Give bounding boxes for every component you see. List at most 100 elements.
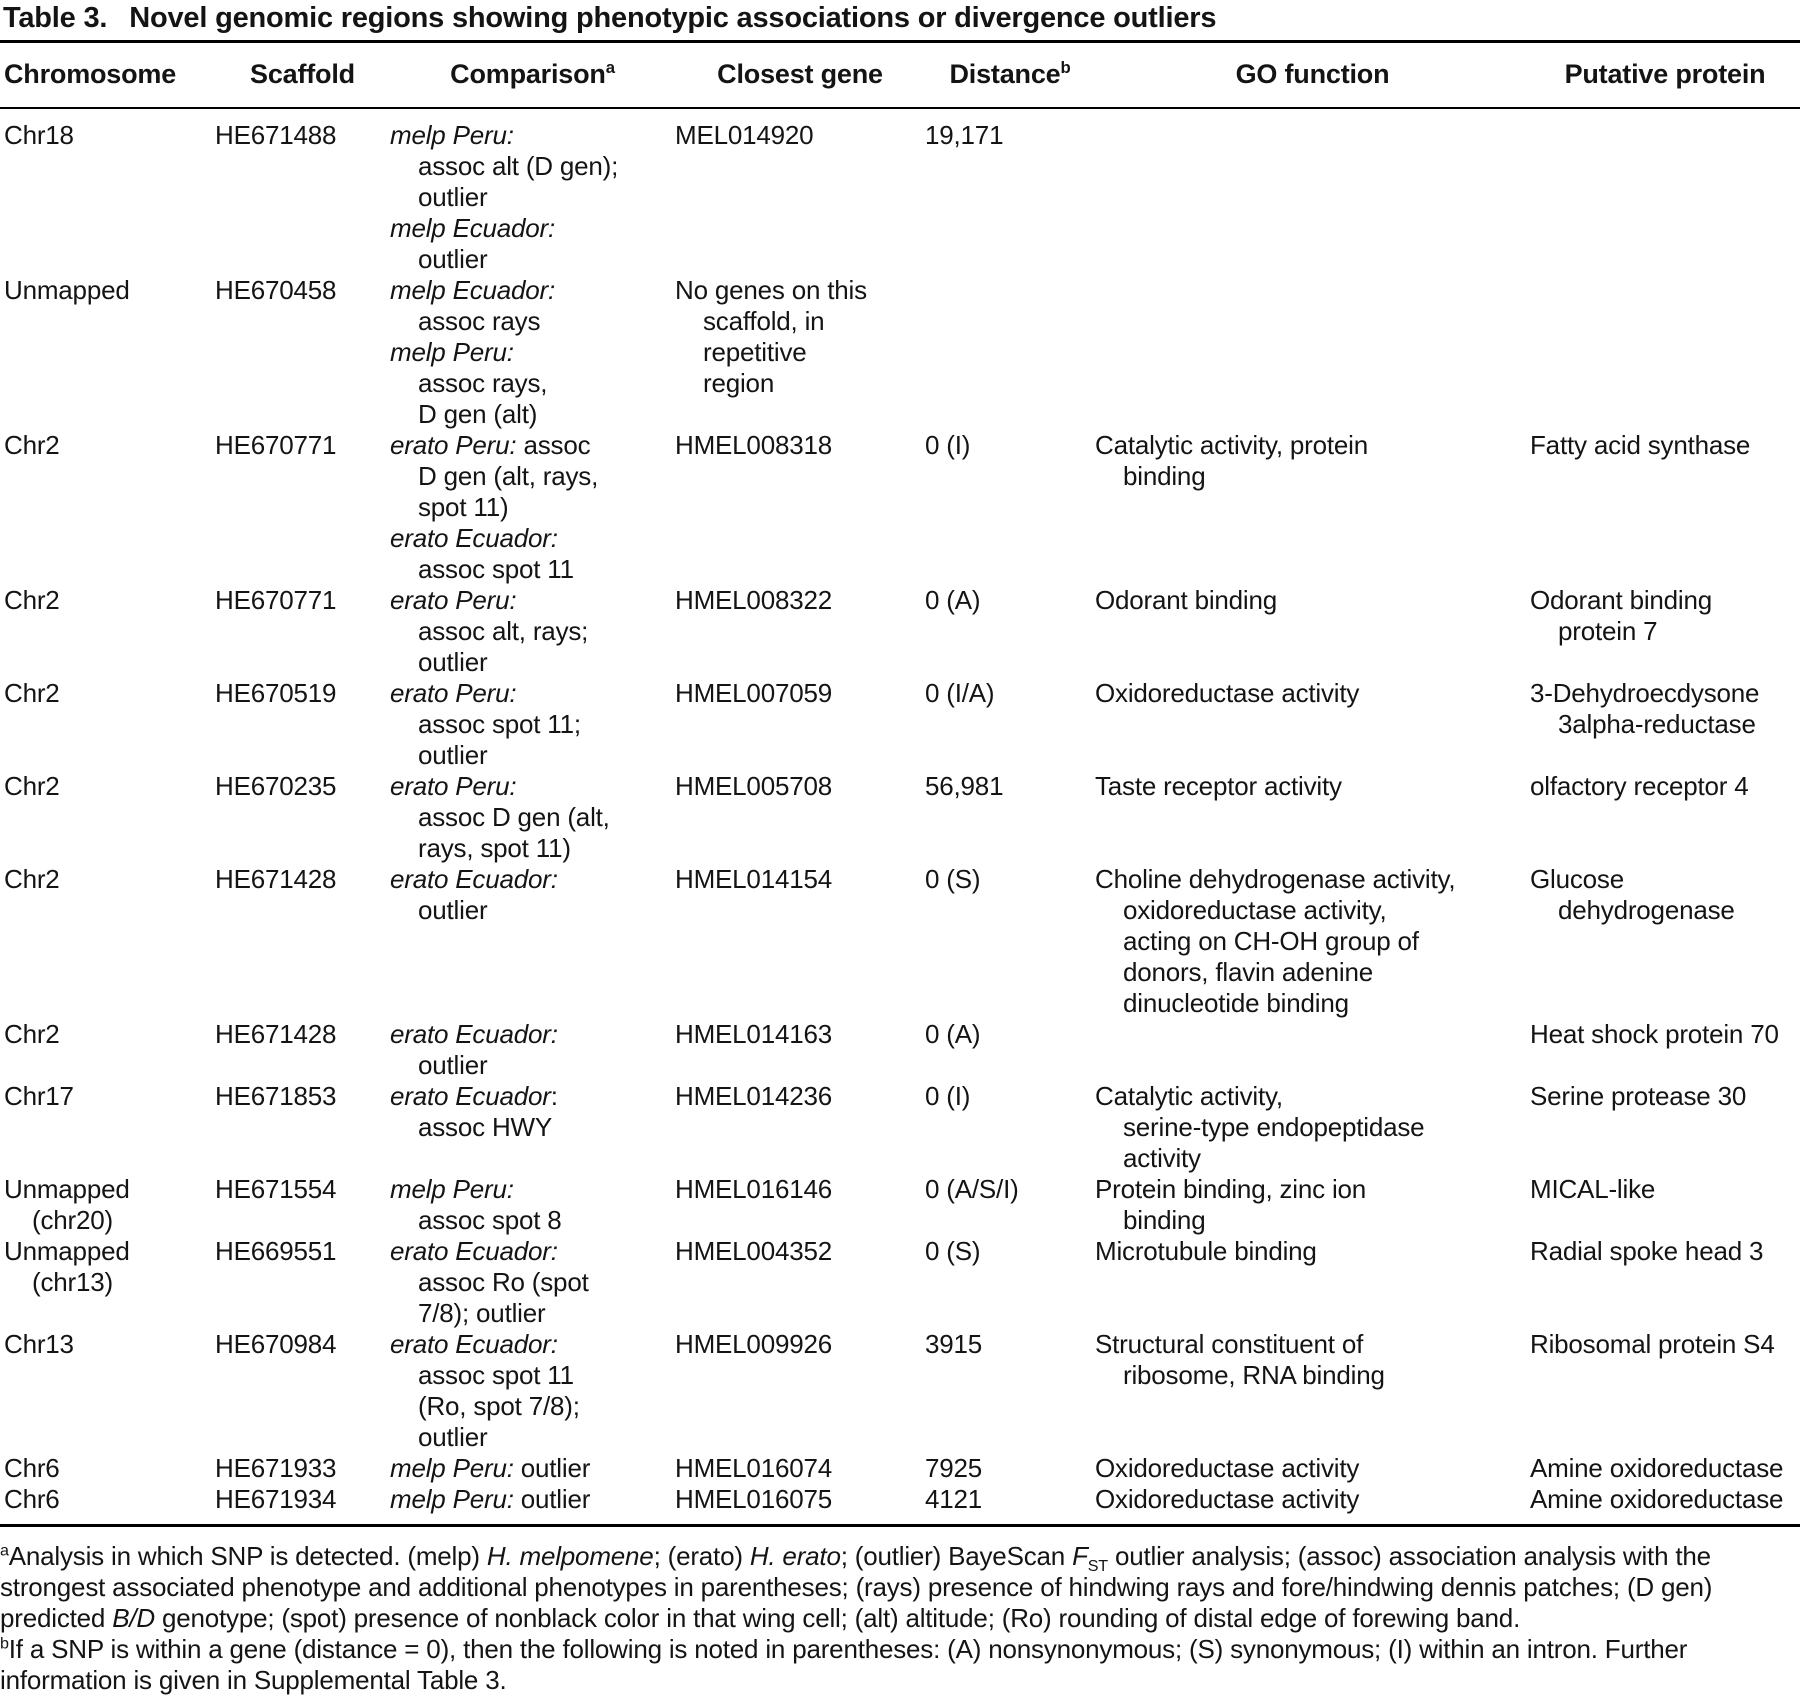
cell-closest-gene: HMEL016146 — [675, 1174, 832, 1204]
cell-closest-gene: MEL014920 — [675, 120, 814, 150]
cell-closest-gene: HMEL014236 — [675, 1081, 832, 1111]
cell-chromosome: Unmapped (chr13) — [4, 1236, 130, 1297]
cell-putative-protein: Fatty acid synthase — [1530, 430, 1751, 460]
cell-comparison: erato Ecuador: outlier — [390, 864, 558, 925]
cell-go-function: Choline dehydrogenase activity, oxidoredu… — [1095, 864, 1456, 1018]
footnote-marker-b: b — [1060, 58, 1071, 77]
cell-closest-gene: No genes on this scaffold, in repetitive re… — [675, 275, 867, 398]
cell-distance: 56,981 — [925, 771, 1004, 801]
table-header: Chromosome Scaffold Comparisona Closest … — [0, 43, 1800, 109]
column-header-distance: Distanceb — [925, 43, 1095, 109]
table-row: Chr17 HE671853 erato Ecuador: assoc HWY HMEL… — [0, 1081, 1800, 1174]
table-row: Chr2 HE671428 erato Ecuador: outlier HMEL014… — [0, 864, 1800, 1019]
cell-closest-gene: HMEL008322 — [675, 585, 832, 615]
table-row: Chr2 HE670771 erato Peru: assoc D gen (alt,… — [0, 430, 1800, 585]
cell-comparison: melp Peru: outlier — [390, 1484, 591, 1514]
cell-scaffold: HE669551 — [215, 1236, 337, 1266]
table-body: Chr18 HE671488 melp Peru: assoc alt (D gen)… — [0, 108, 1800, 1524]
cell-putative-protein: Heat shock protein 70 — [1530, 1019, 1779, 1049]
cell-putative-protein: MICAL-like — [1530, 1174, 1656, 1204]
cell-distance — [925, 275, 1095, 430]
cell-scaffold: HE671428 — [215, 864, 337, 894]
cell-closest-gene: HMEL005708 — [675, 771, 832, 801]
cell-chromosome: Chr13 — [4, 1329, 74, 1359]
cell-distance: 0 (A) — [925, 1019, 981, 1049]
cell-closest-gene: HMEL016074 — [675, 1453, 832, 1483]
cell-putative-protein — [1530, 275, 1800, 430]
cell-comparison: melp Peru: assoc spot 8 — [390, 1174, 562, 1235]
cell-scaffold: HE671488 — [215, 120, 337, 150]
cell-comparison: erato Ecuador: outlier — [390, 1019, 558, 1080]
cell-distance: 0 (I) — [925, 430, 971, 460]
cell-distance: 0 (S) — [925, 1236, 981, 1266]
cell-distance: 0 (A/S/I) — [925, 1174, 1019, 1204]
cell-go-function — [1095, 275, 1530, 430]
table-row: Chr2 HE670519 erato Peru: assoc spot 11; out… — [0, 678, 1800, 771]
cell-putative-protein: Radial spoke head 3 — [1530, 1236, 1764, 1266]
cell-putative-protein: olfactory receptor 4 — [1530, 771, 1749, 801]
table-row: Chr2 HE671428 erato Ecuador: outlier HMEL014… — [0, 1019, 1800, 1081]
table-row: Unmapped HE670458 melp Ecuador: assoc rays m… — [0, 275, 1800, 430]
table-row: Unmapped (chr13) HE669551 erato Ecuador: ass… — [0, 1236, 1800, 1329]
cell-go-function: Odorant binding — [1095, 585, 1278, 615]
cell-putative-protein: Serine protease 30 — [1530, 1081, 1747, 1111]
footnote: bIf a SNP is within a gene (distance = 0… — [0, 1634, 1688, 1695]
cell-distance: 3915 — [925, 1329, 983, 1359]
cell-chromosome: Chr2 — [4, 430, 60, 460]
cell-closest-gene: HMEL008318 — [675, 430, 832, 460]
cell-comparison: erato Ecuador: assoc spot 11 (Ro, spot 7/8… — [390, 1329, 580, 1452]
cell-distance: 7925 — [925, 1453, 983, 1483]
cell-go-function: Oxidoreductase activity — [1095, 1453, 1360, 1483]
cell-putative-protein: Ribosomal protein S4 — [1530, 1329, 1775, 1359]
cell-go-function — [1095, 1019, 1530, 1081]
cell-closest-gene: HMEL014163 — [675, 1019, 832, 1049]
cell-scaffold: HE671554 — [215, 1174, 337, 1204]
cell-distance: 19,171 — [925, 120, 1004, 150]
cell-chromosome: Chr2 — [4, 1019, 60, 1049]
cell-closest-gene: HMEL007059 — [675, 678, 832, 708]
cell-go-function: Taste receptor activity — [1095, 771, 1342, 801]
cell-comparison: erato Ecuador: assoc HWY — [390, 1081, 558, 1142]
table-title: Table 3. Novel genomic regions showing ph… — [0, 0, 1800, 40]
table-row: Chr6 HE671933 melp Peru: outlier HMEL016074… — [0, 1453, 1800, 1484]
cell-go-function: Oxidoreductase activity — [1095, 1484, 1360, 1514]
cell-comparison: erato Peru: assoc alt, rays; outlier — [390, 585, 589, 677]
cell-scaffold: HE670984 — [215, 1329, 337, 1359]
cell-go-function: Catalytic activity, protein binding — [1095, 430, 1368, 491]
cell-scaffold: HE670771 — [215, 430, 337, 460]
cell-comparison: melp Peru: outlier — [390, 1453, 591, 1483]
table-row: Chr13 HE670984 erato Ecuador: assoc spot 11… — [0, 1329, 1800, 1453]
footnote: aAnalysis in which SNP is detected. (mel… — [0, 1541, 1713, 1633]
cell-comparison: erato Peru: assoc D gen (alt, rays, spot 1… — [390, 430, 599, 584]
cell-chromosome: Chr18 — [4, 120, 74, 150]
cell-chromosome: Chr2 — [4, 585, 60, 615]
table-caption: Novel genomic regions showing phenotypic… — [129, 2, 1217, 34]
cell-putative-protein: Amine oxidoreductase — [1530, 1484, 1784, 1514]
column-header-chromosome: Chromosome — [0, 43, 215, 109]
cell-go-function: Protein binding, zinc ion binding — [1095, 1174, 1367, 1235]
cell-chromosome: Chr6 — [4, 1453, 60, 1483]
cell-go-function: Oxidoreductase activity — [1095, 678, 1360, 708]
footnote-marker-a: a — [605, 58, 615, 77]
table-row: Unmapped (chr20) HE671554 melp Peru: assoc s… — [0, 1174, 1800, 1236]
cell-scaffold: HE670458 — [215, 275, 337, 305]
cell-closest-gene: HMEL009926 — [675, 1329, 832, 1359]
column-header-putative-protein: Putative protein — [1530, 43, 1800, 109]
column-header-scaffold: Scaffold — [215, 43, 390, 109]
cell-comparison: melp Peru: assoc alt (D gen); outlier melp … — [390, 120, 619, 274]
cell-chromosome: Unmapped (chr20) — [4, 1174, 130, 1235]
cell-chromosome: Chr6 — [4, 1484, 60, 1514]
column-header-closest-gene: Closest gene — [675, 43, 925, 109]
cell-putative-protein — [1530, 108, 1800, 275]
cell-distance: 0 (I/A) — [925, 678, 995, 708]
cell-chromosome: Chr2 — [4, 864, 60, 894]
cell-chromosome: Unmapped — [4, 275, 130, 305]
rule-below-table — [0, 1524, 1800, 1527]
rule-below-title — [0, 40, 1800, 43]
cell-go-function: Microtubule binding — [1095, 1236, 1317, 1266]
cell-go-function: Catalytic activity, serine-type endopepti… — [1095, 1081, 1425, 1173]
cell-chromosome: Chr17 — [4, 1081, 74, 1111]
cell-closest-gene: HMEL014154 — [675, 864, 832, 894]
cell-scaffold: HE671853 — [215, 1081, 337, 1111]
